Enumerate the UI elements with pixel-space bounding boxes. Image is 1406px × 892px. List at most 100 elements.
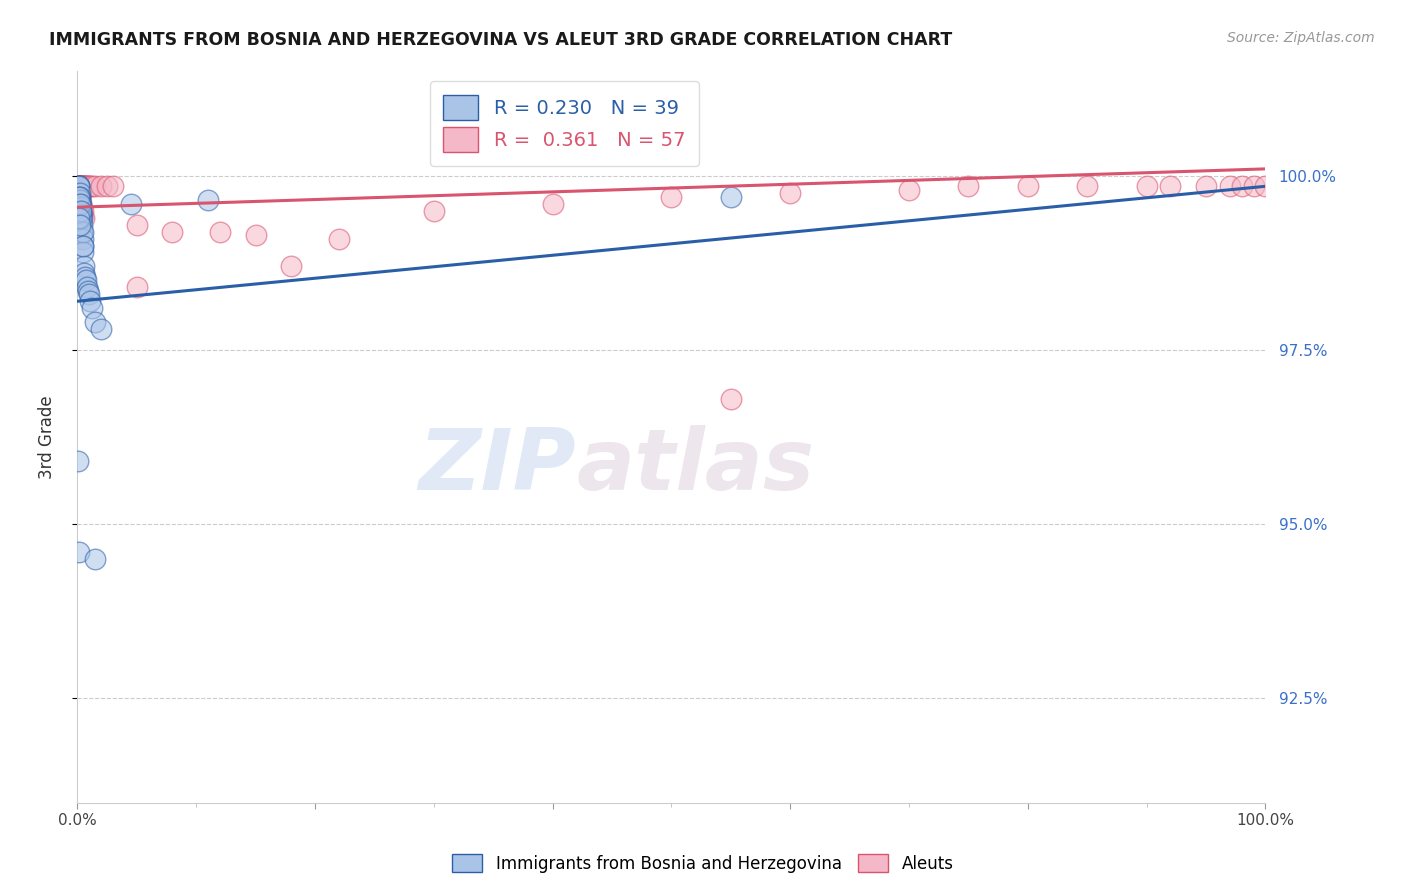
Point <box>72 225 94 239</box>
Point <box>90 322 112 336</box>
Point <box>70 203 93 218</box>
Point <box>73 211 96 225</box>
Point <box>69 179 91 194</box>
Point <box>898 183 921 197</box>
Text: Source: ZipAtlas.com: Source: ZipAtlas.com <box>1227 31 1375 45</box>
Point <box>69 179 91 194</box>
Point <box>70 179 93 194</box>
Point <box>69 179 91 194</box>
Point <box>661 190 683 204</box>
Point <box>69 193 91 207</box>
Point <box>1254 179 1277 194</box>
Point <box>77 284 100 298</box>
Point <box>70 218 93 232</box>
Point <box>69 211 91 225</box>
Point <box>80 179 103 194</box>
Point <box>280 260 302 274</box>
Point <box>77 287 100 301</box>
Point <box>73 260 96 274</box>
Point <box>72 245 94 260</box>
Point <box>67 179 90 194</box>
Point <box>69 190 91 204</box>
Point <box>73 179 96 194</box>
Point <box>90 179 112 194</box>
Text: IMMIGRANTS FROM BOSNIA AND HERZEGOVINA VS ALEUT 3RD GRADE CORRELATION CHART: IMMIGRANTS FROM BOSNIA AND HERZEGOVINA V… <box>49 31 952 49</box>
Text: atlas: atlas <box>576 425 814 508</box>
Point <box>69 186 91 201</box>
Point <box>73 179 96 194</box>
Point <box>1136 179 1159 194</box>
Point <box>720 392 742 406</box>
Point <box>69 218 91 232</box>
Point <box>120 196 142 211</box>
Point <box>69 190 91 204</box>
Point <box>69 545 91 559</box>
Point <box>73 269 96 284</box>
Point <box>77 179 100 194</box>
Point <box>67 190 90 204</box>
Point <box>69 196 91 211</box>
Point <box>67 179 90 194</box>
Point <box>72 231 94 245</box>
Point <box>72 238 94 252</box>
Point <box>67 179 90 194</box>
Point <box>67 179 90 194</box>
Point <box>96 179 118 194</box>
Point <box>67 454 90 468</box>
Point <box>73 266 96 280</box>
Point <box>70 200 93 214</box>
Point <box>67 179 90 194</box>
Point <box>1195 179 1218 194</box>
Point <box>77 179 100 194</box>
Point <box>70 179 93 194</box>
Point <box>779 186 801 201</box>
Point <box>76 280 98 294</box>
Point <box>541 196 564 211</box>
Point <box>72 225 94 239</box>
Point <box>79 294 101 309</box>
Point <box>70 207 93 221</box>
Point <box>1076 179 1098 194</box>
Point <box>1230 179 1253 194</box>
Legend: Immigrants from Bosnia and Herzegovina, Aleuts: Immigrants from Bosnia and Herzegovina, … <box>446 847 960 880</box>
Point <box>73 179 96 194</box>
Point <box>70 196 93 211</box>
Point <box>101 179 124 194</box>
Point <box>70 179 93 194</box>
Point <box>67 179 90 194</box>
Point <box>84 552 107 566</box>
Point <box>125 218 148 232</box>
Point <box>76 179 98 194</box>
Point <box>67 179 90 194</box>
Point <box>720 190 742 204</box>
Legend: R = 0.230   N = 39, R =  0.361   N = 57: R = 0.230 N = 39, R = 0.361 N = 57 <box>430 81 699 166</box>
Point <box>162 225 184 239</box>
Point <box>245 228 267 243</box>
Point <box>70 211 93 225</box>
Point <box>1243 179 1265 194</box>
Point <box>1219 179 1241 194</box>
Point <box>1159 179 1181 194</box>
Point <box>125 280 148 294</box>
Point <box>69 179 91 194</box>
Point <box>70 200 93 214</box>
Point <box>69 193 91 207</box>
Point <box>72 179 94 194</box>
Point <box>79 179 101 194</box>
Point <box>197 193 219 207</box>
Text: ZIP: ZIP <box>419 425 576 508</box>
Point <box>328 231 350 245</box>
Point <box>72 179 94 194</box>
Point <box>70 207 93 221</box>
Point <box>70 179 93 194</box>
Point <box>69 179 91 194</box>
Point <box>80 301 103 316</box>
Point <box>957 179 980 194</box>
Point <box>84 179 107 194</box>
Point <box>423 203 446 218</box>
Point <box>69 179 91 194</box>
Point <box>67 186 90 201</box>
Point <box>208 225 231 239</box>
Point <box>75 179 97 194</box>
Point <box>84 315 107 329</box>
